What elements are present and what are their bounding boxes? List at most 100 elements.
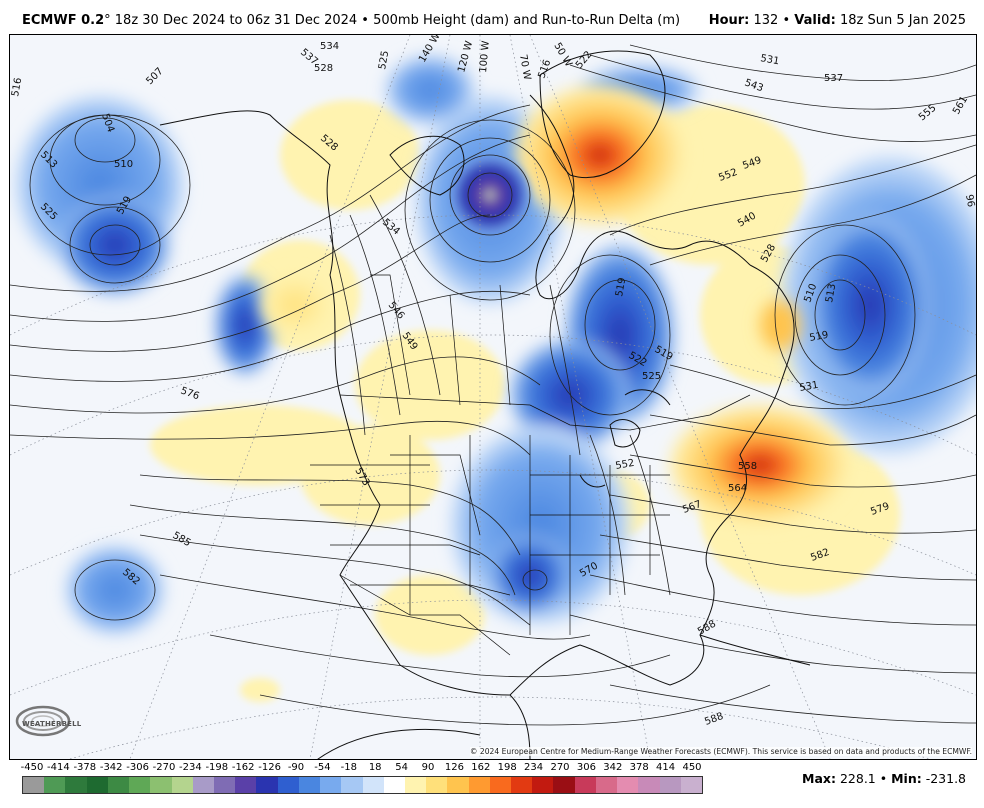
contour-label: 96 xyxy=(963,194,976,208)
contour-label: 525 xyxy=(377,50,391,71)
copyright-notice: © 2024 European Centre for Medium-Range … xyxy=(469,747,972,756)
map-panel[interactable]: 507 516 504 513 510 525 519 537 534 528 … xyxy=(9,34,977,760)
colorbar-swatch xyxy=(532,777,554,793)
colorbar-tick-label: -450 xyxy=(20,762,44,773)
colorbar-swatch xyxy=(680,777,702,793)
colorbar-tick-label: -162 xyxy=(231,762,255,773)
logo-text: WEATHERBELL xyxy=(22,720,82,728)
contour-label: 564 xyxy=(728,483,747,494)
contour-label: 576 xyxy=(179,385,201,402)
colorbar-swatch xyxy=(468,777,490,793)
colorbar-tick-label: 90 xyxy=(421,762,435,773)
colorbar-tick-label: -234 xyxy=(179,762,202,773)
max-value: 228.1 xyxy=(839,771,876,786)
colorbar-swatch xyxy=(574,777,596,793)
contour-label: 513 xyxy=(824,283,838,304)
colorbar-tick-label: -18 xyxy=(340,762,357,773)
colorbar-tick-label: 414 xyxy=(656,762,676,773)
contour-label: 525 xyxy=(642,371,661,382)
longitude-label: 120 W xyxy=(456,40,475,74)
contour-label: 552 xyxy=(615,458,636,472)
colorbar-swatch xyxy=(553,777,575,793)
contour-label: 516 xyxy=(536,58,553,80)
weather-map[interactable]: 507 516 504 513 510 525 519 537 534 528 … xyxy=(10,35,976,759)
contour-label: 561 xyxy=(951,94,970,116)
colorbar-swatch xyxy=(107,777,130,793)
colorbar-tick-label: -126 xyxy=(258,762,281,773)
colorbar-tick-label: -270 xyxy=(152,762,176,773)
colorbar-labels: -450 -414 -378 -342 -306 -270 -234 -198 -162 -126… xyxy=(20,762,702,774)
colorbar-swatch xyxy=(511,777,533,793)
contour-label: 507 xyxy=(144,66,165,87)
colorbar-tick-label: 306 xyxy=(576,762,596,773)
colorbar-tick-label: -54 xyxy=(314,762,331,773)
contour-label: 528 xyxy=(314,63,333,74)
colorbar-swatch xyxy=(659,777,681,793)
colorbar-swatch xyxy=(192,777,214,793)
colorbar-swatch xyxy=(44,777,66,793)
contour-label: 519 xyxy=(614,277,628,298)
colorbar-tick-label: 342 xyxy=(603,762,623,773)
contour-label: 567 xyxy=(681,499,703,516)
min-value: -231.8 xyxy=(925,771,966,786)
valid-label: Valid: xyxy=(794,13,836,28)
coastlines xyxy=(159,50,811,759)
contour-label: 558 xyxy=(738,461,757,472)
contour-label: 510 xyxy=(114,159,133,170)
contour-label: 546 xyxy=(386,300,407,322)
colorbar-tick-label: 126 xyxy=(444,762,464,773)
longitude-label: 70 W xyxy=(517,54,532,81)
info-separator: • xyxy=(778,13,795,28)
contour-label: 543 xyxy=(743,77,765,94)
colorbar-swatch xyxy=(23,777,45,793)
header-bar: ECMWF 0.2° 18z 30 Dec 2024 to 06z 31 Dec… xyxy=(0,0,984,34)
colorbar-tick-label: 198 xyxy=(497,762,517,773)
min-label: Min: xyxy=(891,771,922,786)
contour-label: 516 xyxy=(10,77,24,98)
height-contours xyxy=(10,44,976,726)
max-min-readout: Max: 228.1 • Min: -231.8 xyxy=(802,771,966,786)
colorbar-tick-label: -378 xyxy=(73,762,97,773)
colorbar-swatch xyxy=(362,777,384,793)
colorbar-swatch xyxy=(235,777,257,793)
colorbar-swatch xyxy=(298,777,321,793)
colorbar-swatch xyxy=(256,777,278,793)
colorbar xyxy=(22,776,703,794)
contour-label: 588 xyxy=(696,619,718,638)
colorbar-swatch xyxy=(383,777,405,793)
colorbar-tick-label: 54 xyxy=(395,762,408,773)
title-description: ° 18z 30 Dec 2024 to 06z 31 Dec 2024 • 5… xyxy=(104,13,681,28)
colorbar-swatch xyxy=(404,777,427,793)
map-title: ECMWF 0.2° 18z 30 Dec 2024 to 06z 31 Dec… xyxy=(22,13,680,28)
colorbar-tick-label: 18 xyxy=(368,762,382,773)
colorbar-swatch xyxy=(489,777,512,793)
valid-value: 18z Sun 5 Jan 2025 xyxy=(839,13,966,28)
colorbar-swatch xyxy=(150,777,172,793)
colorbar-swatch xyxy=(129,777,151,793)
forecast-info: Hour: 132 • Valid: 18z Sun 5 Jan 2025 xyxy=(709,13,966,28)
colorbar-tick-label: -90 xyxy=(287,762,305,773)
contour-label: 531 xyxy=(759,53,780,67)
colorbar-tick-label: -306 xyxy=(126,762,149,773)
colorbar-tick-label: 270 xyxy=(550,762,570,773)
longitude-label: 100 W xyxy=(478,40,492,73)
colorbar-tick-label: -414 xyxy=(47,762,70,773)
hour-value: 132 xyxy=(753,13,779,28)
contour-label: 522 xyxy=(574,49,595,71)
colorbar-tick-label: 378 xyxy=(629,762,649,773)
colorbar-swatch xyxy=(617,777,639,793)
colorbar-swatch xyxy=(447,777,469,793)
graticule xyxy=(10,35,976,759)
colorbar-tick-label: -342 xyxy=(99,762,123,773)
contour-label: 531 xyxy=(799,380,820,394)
colorbar-swatch xyxy=(171,777,193,793)
contour-label: 534 xyxy=(320,41,339,52)
colorbar-tick-label: -198 xyxy=(205,762,229,773)
colorbar-swatch xyxy=(65,777,87,793)
colorbar-swatch xyxy=(277,777,299,793)
colorbar-swatch xyxy=(595,777,618,793)
colorbar-swatch xyxy=(426,777,448,793)
colorbar-swatch xyxy=(638,777,660,793)
hour-label: Hour: xyxy=(708,13,750,28)
weatherbell-logo xyxy=(15,705,71,737)
